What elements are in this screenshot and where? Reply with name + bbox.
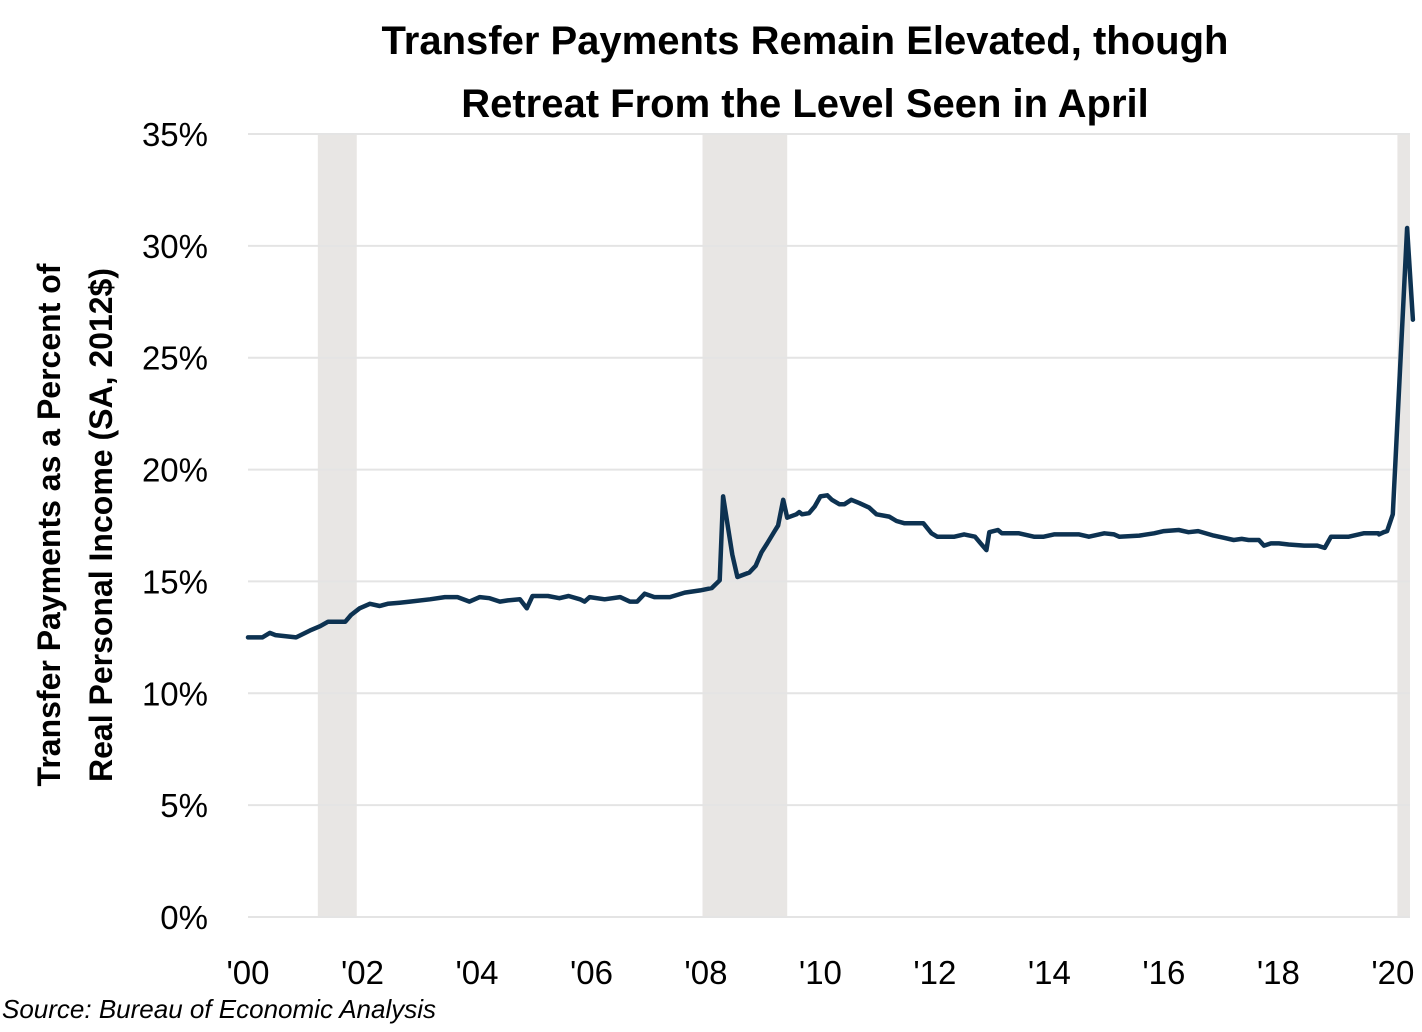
x-tick-label: '08 bbox=[684, 954, 727, 991]
y-axis-ticks: 0% 5% 10% 15% 20% 25% 30% 35% bbox=[142, 116, 208, 936]
source-note: Source: Bureau of Economic Analysis bbox=[2, 994, 437, 1024]
x-tick-label: '06 bbox=[570, 954, 613, 991]
y-tick-label: 15% bbox=[142, 563, 208, 600]
gridlines bbox=[248, 133, 1410, 918]
chart-title: Transfer Payments Remain Elevated, thoug… bbox=[200, 10, 1410, 136]
x-tick-label: '02 bbox=[341, 954, 384, 991]
series-lines bbox=[245, 225, 1416, 640]
y-tick-label: 25% bbox=[142, 340, 208, 377]
y-tick-label: 0% bbox=[160, 899, 208, 936]
y-tick-label: 10% bbox=[142, 675, 208, 712]
x-tick-label: '14 bbox=[1028, 954, 1071, 991]
recession-band bbox=[702, 134, 788, 917]
series-line bbox=[245, 225, 1416, 640]
x-tick-label: '16 bbox=[1142, 954, 1185, 991]
x-tick-label: '12 bbox=[913, 954, 956, 991]
chart-title-line-1: Transfer Payments Remain Elevated, thoug… bbox=[381, 19, 1229, 63]
y-tick-label: 35% bbox=[142, 116, 208, 153]
x-tick-label: '04 bbox=[455, 954, 498, 991]
x-tick-label: '10 bbox=[799, 954, 842, 991]
y-tick-label: 5% bbox=[160, 787, 208, 824]
chart-title-line-2: Retreat From the Level Seen in April bbox=[461, 82, 1149, 126]
x-tick-label: '18 bbox=[1257, 954, 1300, 991]
y-tick-label: 20% bbox=[142, 452, 208, 489]
recession-bands bbox=[317, 134, 1410, 917]
x-tick-label: '00 bbox=[226, 954, 269, 991]
y-tick-label: 30% bbox=[142, 228, 208, 265]
recession-band bbox=[317, 134, 357, 917]
x-axis-ticks: '00 '02 '04 '06 '08 '10 '12 '14 '16 '18 '20 bbox=[226, 954, 1414, 991]
x-tick-label: '20 bbox=[1371, 954, 1414, 991]
